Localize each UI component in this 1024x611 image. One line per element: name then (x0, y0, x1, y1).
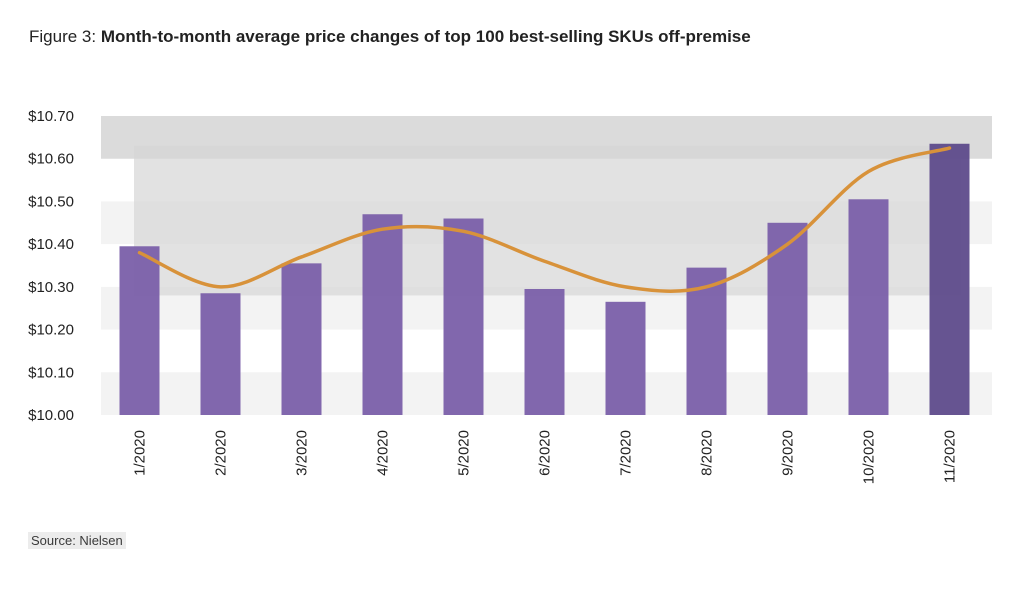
y-tick-label: $10.20 (28, 322, 74, 339)
bar-6-2020 (524, 288, 565, 415)
bar-1-2020 (119, 246, 160, 415)
bar-11-2020 (929, 143, 970, 415)
y-tick-label: $10.00 (28, 407, 74, 424)
figure-number: Figure 3: (29, 27, 97, 46)
trend-line-series (137, 146, 952, 293)
bar-2-2020 (200, 293, 241, 415)
y-tick-label: $10.40 (28, 236, 74, 253)
y-tick-label: $10.10 (28, 364, 74, 381)
chart-title: Figure 3: Month-to-month average price c… (29, 27, 751, 47)
bar-8-2020 (686, 267, 727, 415)
x-tick-label: 1/2020 (132, 430, 149, 476)
y-tick-label: $10.70 (28, 108, 74, 125)
chart-title-main: Month-to-month average price changes of … (100, 27, 751, 46)
bar-9-2020 (767, 222, 808, 415)
x-tick-label: 9/2020 (780, 430, 797, 476)
x-tick-label: 8/2020 (699, 430, 716, 476)
x-axis-ticks: 1/2020 2/2020 3/2020 4/2020 5/2020 6/2020 7/20… (132, 430, 959, 484)
bar-7-2020 (605, 301, 646, 415)
x-tick-label: 6/2020 (537, 430, 554, 476)
bar-10-2020 (848, 199, 889, 415)
x-tick-label: 5/2020 (456, 430, 473, 476)
highlight-band-main (134, 145, 961, 296)
x-tick-label: 2/2020 (213, 430, 230, 476)
bar-series (119, 143, 970, 415)
y-tick-label: $10.60 (28, 151, 74, 168)
x-tick-label: 11/2020 (942, 430, 959, 483)
bar-4-2020 (362, 214, 403, 415)
trend-line (137, 146, 952, 293)
y-axis-ticks: $10.00 $10.10 $10.20 $10.30 $10.40 $10.50 $10.… (28, 108, 74, 424)
x-tick-label: 3/2020 (294, 430, 311, 476)
highlight-band (101, 116, 992, 296)
bar-5-2020 (443, 218, 484, 415)
bar-3-2020 (281, 263, 322, 415)
x-tick-label: 7/2020 (618, 430, 635, 476)
x-tick-label: 4/2020 (375, 430, 392, 476)
x-tick-label: 10/2020 (861, 430, 878, 484)
y-tick-label: $10.50 (28, 193, 74, 210)
y-tick-label: $10.30 (28, 279, 74, 296)
source-note: Source: Nielsen (28, 532, 126, 549)
